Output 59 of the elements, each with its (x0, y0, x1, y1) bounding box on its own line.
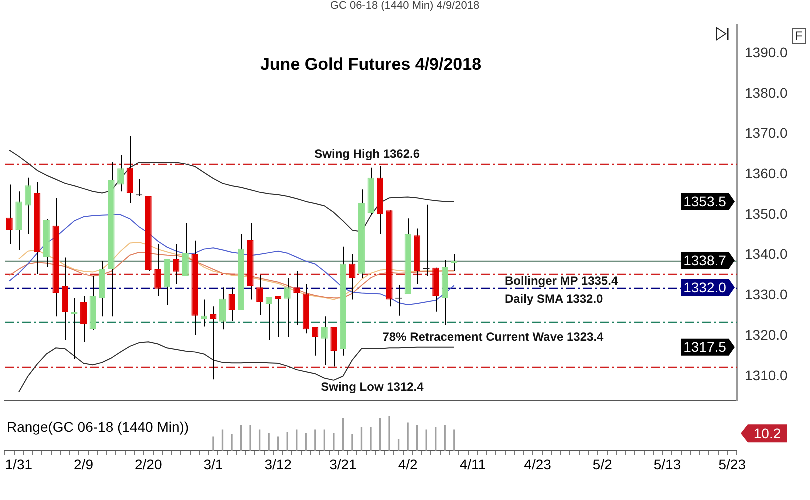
f-button: F (792, 28, 806, 44)
candlestick (284, 278, 291, 338)
candlestick (266, 296, 272, 341)
chart-subtitle: GC 06-18 (1440 Min) 4/9/2018 (329, 0, 481, 13)
annotation: 1317.5 (684, 339, 727, 356)
x-tick-label: 1/31 (5, 456, 33, 472)
candlestick (349, 254, 356, 300)
candlestick (62, 257, 68, 341)
x-tick-label: 5/23 (718, 456, 746, 472)
x-tick-label: 5/2 (592, 456, 613, 472)
y-tick-label: 1350.0 (745, 206, 788, 222)
x-tick-label: 5/13 (654, 456, 682, 472)
x-tick-label: 2/20 (134, 456, 162, 472)
chart-title: Range(GC 06-18 (1440 Min)) (7, 418, 190, 435)
x-tick-label: 3/1 (204, 456, 224, 472)
candlestick (275, 296, 282, 338)
annotation: 1338.7 (684, 252, 727, 268)
candlestick (220, 287, 226, 330)
x-tick-label: 3/12 (264, 456, 292, 472)
y-tick-label: 1380.0 (745, 84, 788, 101)
y-tick-label: 1390.0 (745, 44, 788, 60)
y-tick-label: 1310.0 (745, 367, 788, 384)
ref-line-label: Bollinger MP 1335.4 (504, 274, 618, 288)
candlestick (80, 296, 88, 343)
candlestick (118, 154, 124, 192)
candlestick (126, 136, 134, 204)
candlestick (294, 270, 300, 326)
annotation: 1332.0 (684, 279, 727, 296)
candlestick (173, 244, 180, 285)
ref-line-label: Swing High 1362.6 (314, 146, 420, 161)
candlestick (228, 287, 236, 322)
candlestick (24, 177, 32, 234)
candlestick (321, 316, 328, 366)
candlestick (330, 326, 338, 368)
candlestick (71, 298, 78, 360)
text: 10.2 (754, 425, 782, 442)
x-tick-label: 2/9 (74, 456, 94, 472)
x-tick-label: 4/11 (460, 456, 486, 472)
candlestick (6, 184, 13, 245)
y-tick-label: 1360.0 (745, 166, 788, 182)
y-tick-label: 1340.0 (745, 246, 788, 262)
y-tick-label: 1330.0 (745, 286, 788, 303)
y-tick-label: 1370.0 (745, 125, 788, 142)
x-tick-label: 4/2 (398, 456, 418, 472)
candlestick (256, 274, 264, 316)
candlestick (451, 254, 458, 272)
annotation: 1353.5 (684, 194, 727, 210)
y-tick-label: 1320.0 (745, 326, 788, 343)
text: June Gold Futures 4/9/2018 (260, 55, 482, 74)
candlestick (423, 204, 430, 277)
candlestick (154, 244, 162, 298)
candlestick (312, 326, 319, 356)
ref-line-label: 78% Retracement Current Wave 1323.4 (382, 330, 604, 344)
ref-line-label: Daily SMA 1332.0 (504, 292, 604, 306)
ref-line-label: Swing Low 1312.4 (321, 380, 424, 394)
x-tick-label: 3/21 (330, 456, 358, 472)
candlestick (210, 306, 217, 380)
candlestick (182, 222, 189, 277)
x-tick-label: 4/23 (524, 456, 552, 472)
